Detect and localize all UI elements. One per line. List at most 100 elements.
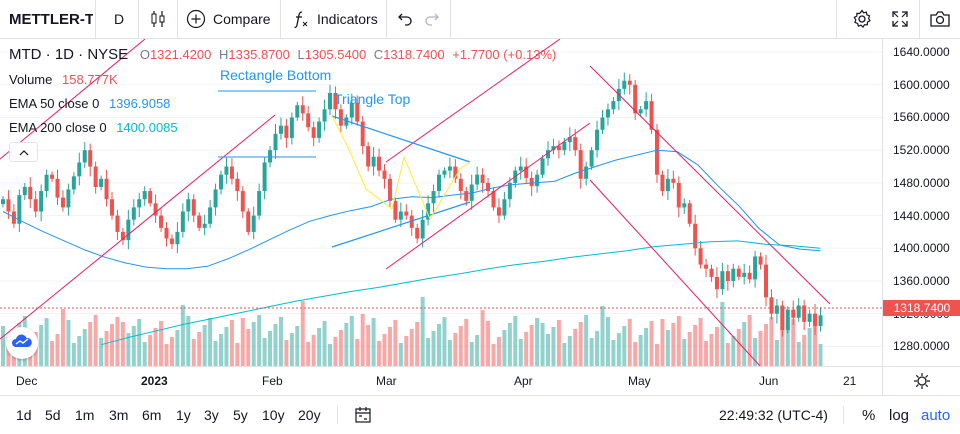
candle-body xyxy=(191,199,196,216)
time-tick-label: Feb xyxy=(262,374,283,388)
volume-bar xyxy=(496,337,501,366)
volume-bar xyxy=(769,317,774,366)
volume-bar xyxy=(273,324,278,366)
range-6m[interactable]: 6m xyxy=(142,407,162,423)
volume-bar xyxy=(88,322,93,366)
volume-bar xyxy=(796,342,801,366)
volume-bar xyxy=(693,325,698,366)
candle-body xyxy=(551,146,556,151)
range-3y[interactable]: 3y xyxy=(204,407,219,423)
change-value: +1.7700 (+0.13%) xyxy=(452,47,557,62)
volume-bar xyxy=(338,330,343,366)
low-value: 1305.5400 xyxy=(304,47,367,62)
range-1d[interactable]: 1d xyxy=(16,407,32,423)
interval-button[interactable]: D xyxy=(114,11,125,27)
channel-line xyxy=(589,65,831,305)
range-5d[interactable]: 5d xyxy=(45,407,61,423)
indicators-button[interactable]: Indicators xyxy=(292,0,378,38)
volume-bar xyxy=(665,330,670,366)
open-label: O xyxy=(139,47,150,62)
auto-scale-toggle[interactable]: auto xyxy=(921,406,951,424)
volume-bar xyxy=(377,341,382,366)
candle-body xyxy=(665,178,670,192)
candle-body xyxy=(442,170,447,175)
candle-body xyxy=(627,80,632,85)
candle-body xyxy=(758,256,763,265)
range-5y[interactable]: 5y xyxy=(233,407,248,423)
fullscreen-icon[interactable] xyxy=(891,0,909,38)
ema50-line xyxy=(2,149,821,270)
undo-icon[interactable] xyxy=(397,0,413,38)
volume-bar xyxy=(110,324,114,366)
volume-bar xyxy=(219,334,223,366)
collapse-legend-button[interactable] xyxy=(9,142,38,162)
divider xyxy=(337,406,338,424)
ema50-legend[interactable]: EMA 50 close 0 1396.9058 xyxy=(9,96,170,111)
redo-icon[interactable] xyxy=(424,0,440,38)
volume-bar xyxy=(295,326,300,366)
volume-bar xyxy=(99,338,104,366)
range-3m[interactable]: 3m xyxy=(109,407,129,423)
axis-settings[interactable] xyxy=(882,366,960,395)
volume-bar xyxy=(600,306,605,366)
candle-body xyxy=(366,146,371,167)
volume-bar xyxy=(175,330,180,366)
volume-bar xyxy=(355,339,360,366)
log-scale-toggle[interactable]: log xyxy=(889,406,910,424)
candles-icon[interactable] xyxy=(149,0,167,38)
range-20y[interactable]: 20y xyxy=(298,407,321,423)
chart-pane[interactable]: Rectangle Bottom Triangle Top MTD · 1D ·… xyxy=(0,39,882,366)
tradingview-logo[interactable] xyxy=(6,327,38,359)
clock[interactable]: 22:49:32 (UTC-4) xyxy=(719,407,828,423)
volume-bar xyxy=(229,320,234,366)
price-chart[interactable] xyxy=(0,39,882,366)
symbol-info[interactable]: MTD · 1D · NYSE xyxy=(9,46,129,63)
triangle-label[interactable]: Triangle Top xyxy=(334,91,411,107)
candle-body xyxy=(273,133,278,151)
volume-bar xyxy=(546,334,550,366)
volume-bar xyxy=(720,302,725,366)
volume-bar xyxy=(453,333,458,366)
ema200-legend[interactable]: EMA 200 close 0 1400.0085 xyxy=(9,120,178,135)
gear-icon[interactable] xyxy=(852,0,872,38)
range-1y[interactable]: 1y xyxy=(176,407,191,423)
low-label: L xyxy=(297,47,305,62)
symbol-search[interactable]: METTLER-TO xyxy=(9,10,93,28)
volume-bar xyxy=(137,319,142,366)
date-range-icon[interactable] xyxy=(354,396,372,434)
volume-bar xyxy=(202,325,207,366)
candle-body xyxy=(464,191,469,201)
candle-body xyxy=(398,211,403,220)
candle-body xyxy=(638,109,643,114)
camera-icon[interactable] xyxy=(929,0,951,38)
candle-body xyxy=(426,203,431,220)
rectangle-label[interactable]: Rectangle Bottom xyxy=(220,67,332,83)
divider xyxy=(386,0,387,38)
ema200-label: EMA 200 close 0 xyxy=(9,120,107,135)
candle-body xyxy=(240,191,245,212)
candle-body xyxy=(622,80,627,89)
candle-body xyxy=(693,223,698,249)
volume-bar xyxy=(398,343,403,366)
candle-body xyxy=(246,211,251,232)
candle-body xyxy=(338,109,343,126)
range-1m[interactable]: 1m xyxy=(75,407,95,423)
time-axis[interactable]: Dec 2023 Feb Mar Apr May Jun 21 xyxy=(0,366,882,395)
candle-body xyxy=(289,117,294,138)
volume-bar xyxy=(224,327,229,366)
candle-body xyxy=(605,109,610,118)
candle-body xyxy=(99,178,104,187)
volume-bar xyxy=(333,337,338,366)
volume-legend[interactable]: Volume 158.777K xyxy=(9,72,118,87)
volume-bar xyxy=(153,328,158,366)
price-axis[interactable]: 1640.0000 1600.0000 1560.0000 1520.0000 1480… xyxy=(882,39,960,366)
range-10y[interactable]: 10y xyxy=(262,407,285,423)
candle-body xyxy=(584,166,589,179)
volume-bar xyxy=(562,343,567,366)
candle-body xyxy=(257,191,262,216)
candle-body xyxy=(66,189,71,208)
volume-bar xyxy=(115,317,120,366)
compare-button[interactable]: Compare xyxy=(186,0,271,38)
candle-body xyxy=(507,182,512,200)
percent-scale-toggle[interactable]: % xyxy=(862,406,876,424)
